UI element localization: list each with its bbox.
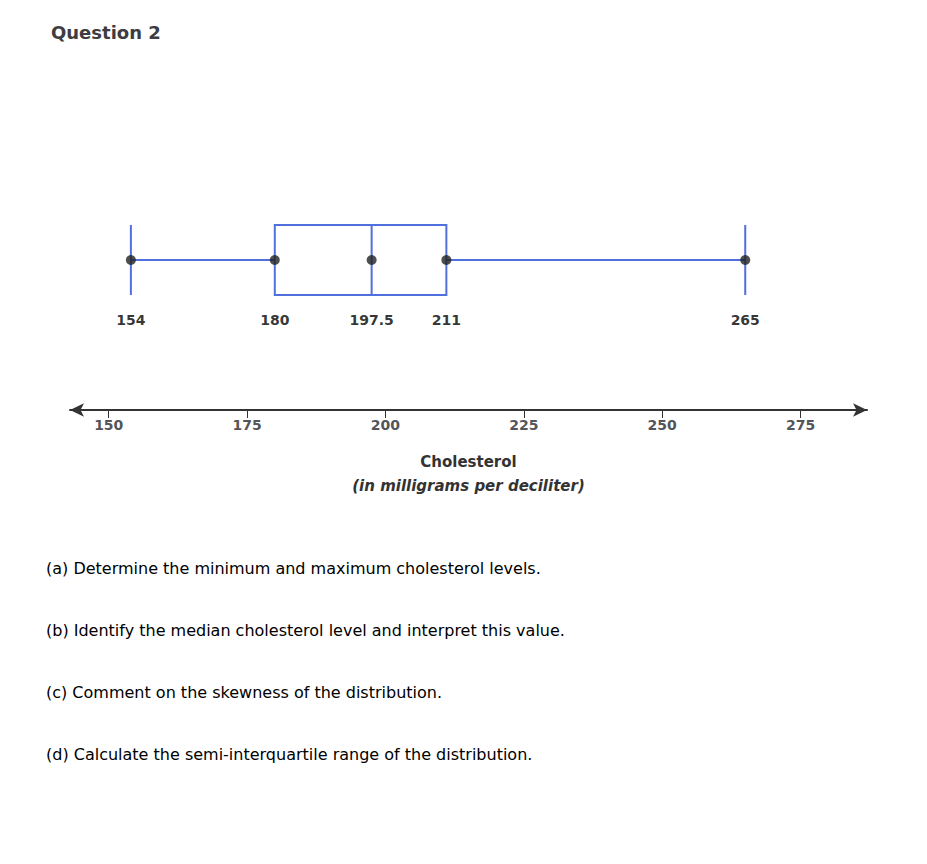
svg-text:Cholesterol: Cholesterol	[420, 453, 516, 471]
svg-text:265: 265	[731, 312, 760, 328]
svg-text:200: 200	[371, 417, 400, 433]
svg-text:197.5: 197.5	[349, 312, 393, 328]
svg-text:(b) Identify the median choles: (b) Identify the median cholesterol leve…	[46, 621, 565, 640]
svg-text:(d) Calculate the semi-interqu: (d) Calculate the semi-interquartile ran…	[46, 745, 532, 764]
svg-text:175: 175	[232, 417, 261, 433]
svg-text:Question 2: Question 2	[51, 22, 161, 43]
svg-text:150: 150	[94, 417, 123, 433]
svg-text:275: 275	[786, 417, 815, 433]
svg-text:(c) Comment on the skewness of: (c) Comment on the skewness of the distr…	[46, 683, 442, 702]
svg-text:(a) Determine the minimum and: (a) Determine the minimum and maximum ch…	[46, 559, 541, 578]
svg-text:(in milligrams per deciliter): (in milligrams per deciliter)	[352, 477, 585, 495]
svg-text:211: 211	[432, 312, 461, 328]
svg-text:180: 180	[260, 312, 289, 328]
svg-text:154: 154	[116, 312, 145, 328]
svg-text:225: 225	[509, 417, 538, 433]
svg-text:250: 250	[648, 417, 677, 433]
